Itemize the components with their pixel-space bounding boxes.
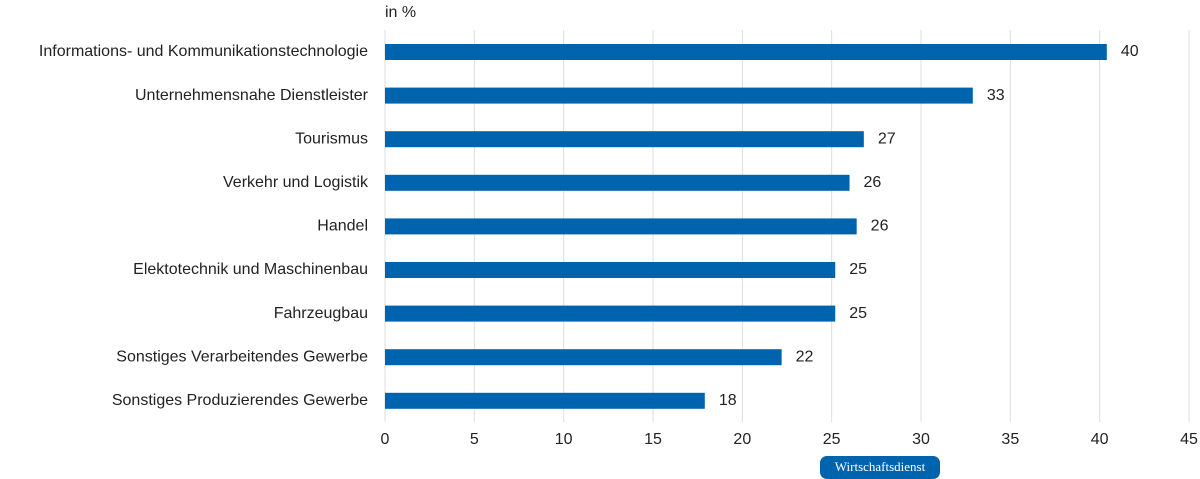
- category-label: Unternehmensnahe Dienstleister: [135, 87, 369, 104]
- bar: [385, 305, 836, 322]
- x-tick-label: 40: [1091, 431, 1109, 448]
- value-label: 18: [719, 392, 737, 409]
- bar: [385, 392, 705, 409]
- x-tick-label: 45: [1180, 431, 1198, 448]
- bar: [385, 349, 782, 366]
- value-label: 26: [871, 218, 889, 235]
- bar: [385, 44, 1107, 60]
- value-label: 27: [878, 130, 896, 147]
- category-label: Sonstiges Produzierendes Gewerbe: [112, 392, 368, 409]
- source-badge: [820, 456, 940, 479]
- bar: [385, 87, 973, 104]
- x-tick-label: 10: [555, 431, 573, 448]
- value-label: 25: [849, 305, 867, 322]
- value-label: 33: [987, 87, 1005, 104]
- bar: [385, 262, 836, 278]
- category-label: Fahrzeugbau: [274, 305, 368, 322]
- category-label: Sonstiges Verarbeitendes Gewerbe: [116, 348, 368, 365]
- category-label: Elektotechnik und Maschinenbau: [133, 261, 368, 278]
- bar: [385, 174, 850, 191]
- value-label: 22: [796, 348, 814, 365]
- x-tick-label: 20: [733, 431, 751, 448]
- x-tick-label: 35: [1001, 431, 1019, 448]
- value-label: 40: [1121, 43, 1139, 60]
- category-label: Informations- und Kommunikationstechnolo…: [39, 43, 368, 60]
- category-label: Verkehr und Logistik: [223, 174, 369, 191]
- x-tick-label: 25: [823, 431, 841, 448]
- x-tick-label: 30: [912, 431, 930, 448]
- x-tick-label: 0: [381, 431, 390, 448]
- value-label: 25: [849, 261, 867, 278]
- source: Wirtschaftsdienst: [835, 459, 926, 474]
- x-tick-label: 15: [644, 431, 662, 448]
- bar: [385, 218, 857, 235]
- x-tick-label: 5: [470, 431, 479, 448]
- bar: [385, 131, 864, 148]
- unit-label: in %: [385, 4, 416, 21]
- category-label: Handel: [317, 218, 368, 235]
- value-label: 26: [864, 174, 882, 191]
- category-label: Tourismus: [295, 130, 368, 147]
